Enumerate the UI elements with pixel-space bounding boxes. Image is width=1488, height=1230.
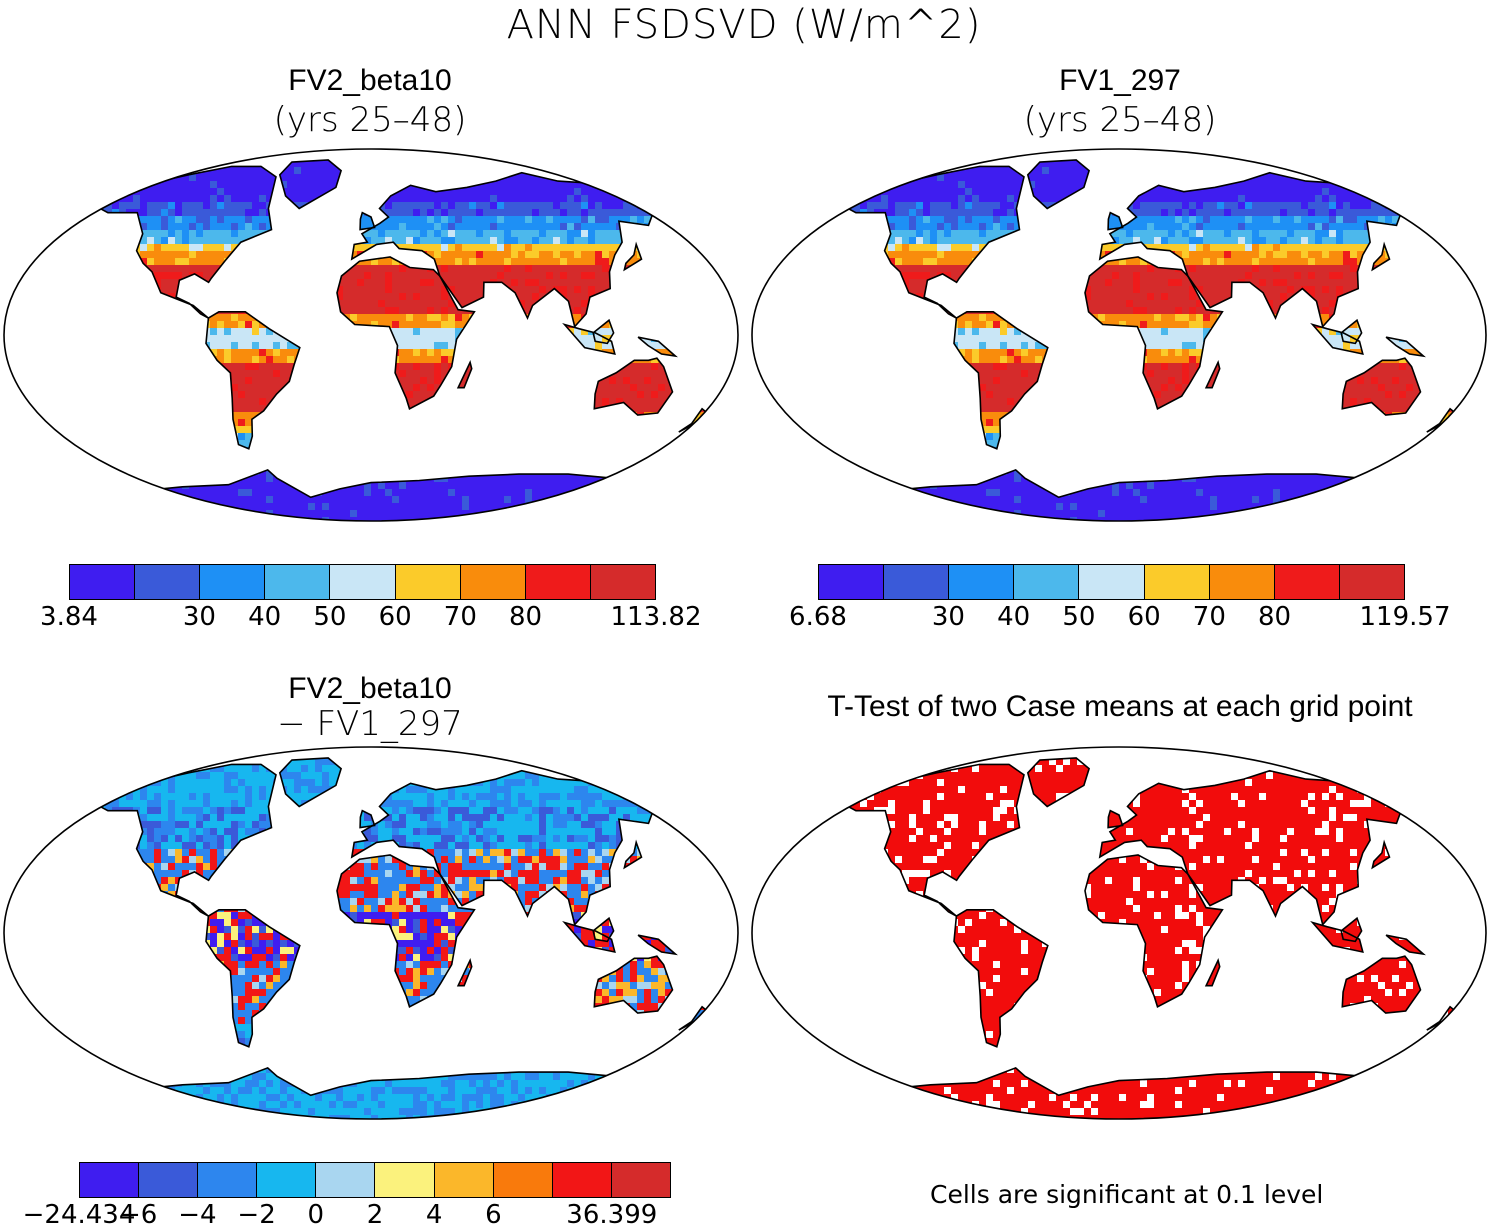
map-ttest xyxy=(748,744,1488,1122)
colorbar-swatch xyxy=(884,565,949,599)
map-fv2-beta10 xyxy=(0,146,742,524)
colorbar-swatch xyxy=(316,1163,375,1197)
colorbar-swatch xyxy=(1145,565,1210,599)
colorbar-tick-label: 40 xyxy=(997,602,1030,632)
colorbar-tick-label: 50 xyxy=(313,602,346,632)
colorbar-swatch xyxy=(396,565,461,599)
colorbar-swatch xyxy=(198,1163,257,1197)
map-fv1-297 xyxy=(748,146,1488,524)
colorbar-swatch xyxy=(1210,565,1275,599)
colorbar-tick-label: 30 xyxy=(932,602,965,632)
figure-title: ANN FSDSVD (W/m^2) xyxy=(0,2,1488,48)
panel3-subtitle: − FV1_297 xyxy=(120,704,620,744)
colorbar-tick-label: 6 xyxy=(485,1200,502,1230)
map-difference xyxy=(0,744,742,1122)
panel4-title: T-Test of two Case means at each grid po… xyxy=(750,690,1488,724)
colorbar-swatch xyxy=(949,565,1014,599)
colorbar-tick-label: 4 xyxy=(426,1200,443,1230)
colorbar-swatch xyxy=(553,1163,612,1197)
colorbar-tick-label: 36.399 xyxy=(566,1200,657,1230)
colorbar-tick-label: 80 xyxy=(1258,602,1291,632)
colorbar-swatch xyxy=(265,565,330,599)
colorbar-swatch xyxy=(1079,565,1144,599)
colorbar-tick-label: 70 xyxy=(444,602,477,632)
colorbar-tick-label: 119.57 xyxy=(1360,602,1451,632)
colorbar-swatch xyxy=(612,1163,670,1197)
colorbar-tick-label: 50 xyxy=(1062,602,1095,632)
colorbar-tick-label: 70 xyxy=(1193,602,1226,632)
colorbar-tick-label: 0 xyxy=(308,1200,325,1230)
colorbar-fv2-beta10 xyxy=(69,564,656,600)
colorbar-swatch xyxy=(1014,565,1079,599)
colorbar-swatch xyxy=(494,1163,553,1197)
panel3-title: FV2_beta10 xyxy=(120,672,620,706)
colorbar-tick-label: 3.84 xyxy=(40,602,98,632)
colorbar-tick-label: 60 xyxy=(1128,602,1161,632)
colorbar-tick-label: 40 xyxy=(248,602,281,632)
panel2-subtitle: (yrs 25–48) xyxy=(870,100,1370,140)
colorbar-tick-label: 80 xyxy=(509,602,542,632)
colorbar-swatch xyxy=(375,1163,434,1197)
panel1-title: FV2_beta10 xyxy=(120,64,620,98)
colorbar-swatch xyxy=(526,565,591,599)
colorbar-fv1-297 xyxy=(818,564,1405,600)
colorbar-swatch xyxy=(135,565,200,599)
colorbar-tick-label: −6 xyxy=(119,1200,157,1230)
colorbar-swatch xyxy=(819,565,884,599)
colorbar-swatch xyxy=(435,1163,494,1197)
colorbar-tick-label: −4 xyxy=(178,1200,216,1230)
colorbar-swatch xyxy=(70,565,135,599)
colorbar-tick-label: 60 xyxy=(379,602,412,632)
panel1-subtitle: (yrs 25–48) xyxy=(120,100,620,140)
colorbar-difference xyxy=(79,1162,671,1198)
colorbar-tick-label: 30 xyxy=(183,602,216,632)
colorbar-swatch xyxy=(200,565,265,599)
significance-note: Cells are significant at 0.1 level xyxy=(930,1180,1323,1209)
colorbar-swatch xyxy=(139,1163,198,1197)
colorbar-tick-label: 113.82 xyxy=(611,602,702,632)
colorbar-tick-label: 2 xyxy=(367,1200,384,1230)
panel2-title: FV1_297 xyxy=(870,64,1370,98)
colorbar-swatch xyxy=(461,565,526,599)
colorbar-swatch xyxy=(591,565,655,599)
colorbar-swatch xyxy=(1275,565,1340,599)
colorbar-swatch xyxy=(1340,565,1404,599)
colorbar-swatch xyxy=(80,1163,139,1197)
colorbar-tick-label: −2 xyxy=(237,1200,275,1230)
colorbar-tick-label: 6.68 xyxy=(789,602,847,632)
colorbar-swatch xyxy=(257,1163,316,1197)
colorbar-swatch xyxy=(330,565,395,599)
